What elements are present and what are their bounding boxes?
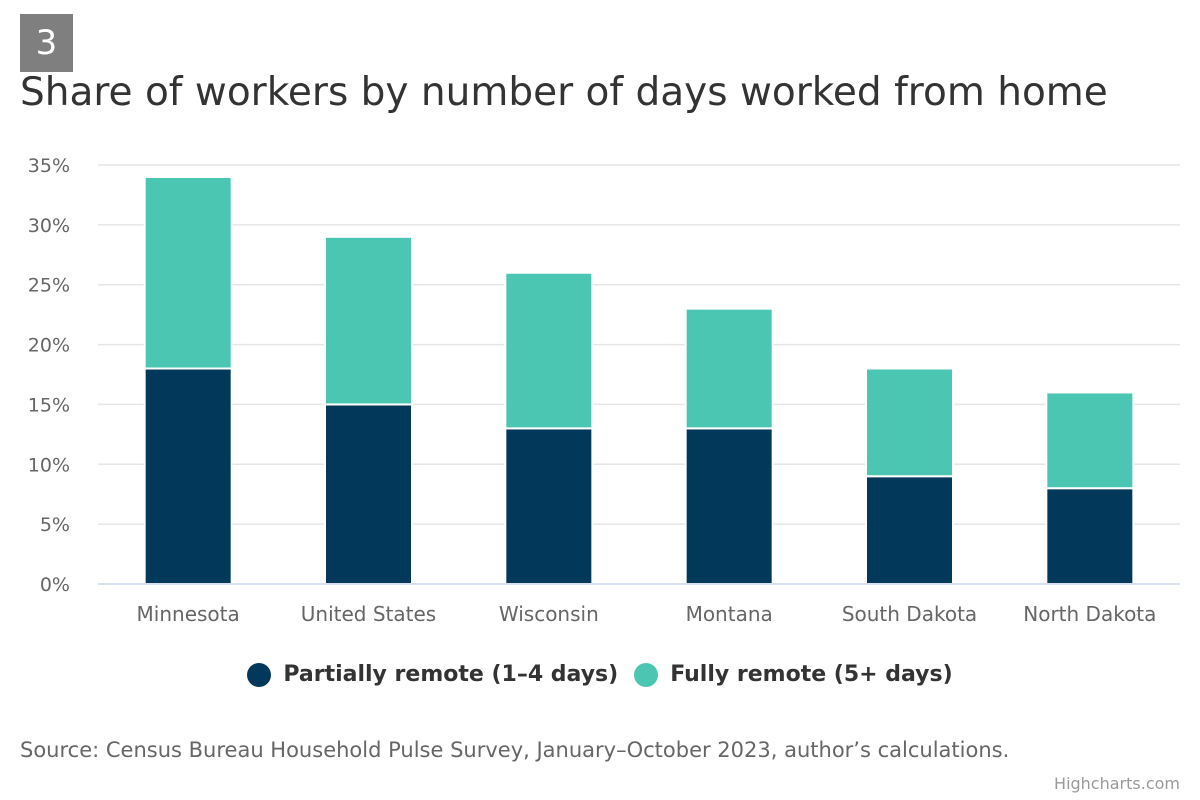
bar-partially-remote[interactable] <box>504 427 594 585</box>
y-tick-label: 10% <box>28 454 70 476</box>
x-tick-label: South Dakota <box>842 602 977 626</box>
bar-partially-remote[interactable] <box>865 475 954 585</box>
grid-lines <box>98 164 1180 525</box>
y-tick-label: 5% <box>40 514 70 536</box>
y-tick-label: 25% <box>28 275 70 297</box>
bar-partially-remote[interactable] <box>324 403 413 585</box>
legend-label-partially-remote: Partially remote (1–4 days) <box>283 662 619 687</box>
y-tick-label: 35% <box>28 155 70 177</box>
y-tick-label: 30% <box>28 215 70 237</box>
x-tick-label: Montana <box>686 602 773 626</box>
source-note: Source: Census Bureau Household Pulse Su… <box>20 738 1010 762</box>
legend-label-fully-remote: Fully remote (5+ days) <box>670 662 953 687</box>
bar-partially-remote[interactable] <box>143 367 233 585</box>
legend-item-partially-remote[interactable]: Partially remote (1–4 days) <box>247 662 618 687</box>
chart-title: Share of workers by number of days worke… <box>20 70 1108 115</box>
bar-fully-remote[interactable] <box>1045 391 1135 490</box>
legend-item-fully-remote[interactable]: Fully remote (5+ days) <box>634 662 953 687</box>
chart-number-badge: 3 <box>20 14 73 72</box>
bar-fully-remote[interactable] <box>865 367 954 478</box>
x-tick-label: United States <box>301 602 436 626</box>
y-tick-label: 0% <box>40 574 70 596</box>
highcharts-credits[interactable]: Highcharts.com <box>1054 774 1180 793</box>
bar-fully-remote[interactable] <box>684 307 774 430</box>
x-tick-label: North Dakota <box>1023 602 1156 626</box>
x-axis: Minnesota United States Wisconsin Montana So… <box>98 583 1180 626</box>
bar-partially-remote[interactable] <box>1045 487 1135 586</box>
legend-symbol-partially-remote <box>247 662 272 687</box>
y-tick-label: 15% <box>28 394 70 416</box>
y-tick-label: 20% <box>28 335 70 357</box>
bars <box>143 175 1135 586</box>
x-tick-label: Wisconsin <box>499 602 599 626</box>
x-tick-label: Minnesota <box>137 602 240 626</box>
legend: Partially remote (1–4 days) Fully remote… <box>0 662 1200 687</box>
bar-fully-remote[interactable] <box>143 175 233 370</box>
bar-partially-remote[interactable] <box>684 427 774 585</box>
y-axis: 0% 5% 10% 15% 20% 25% 30% 35% <box>28 155 70 596</box>
bar-fully-remote[interactable] <box>324 235 413 406</box>
bar-fully-remote[interactable] <box>504 271 594 430</box>
legend-symbol-fully-remote <box>634 662 659 687</box>
